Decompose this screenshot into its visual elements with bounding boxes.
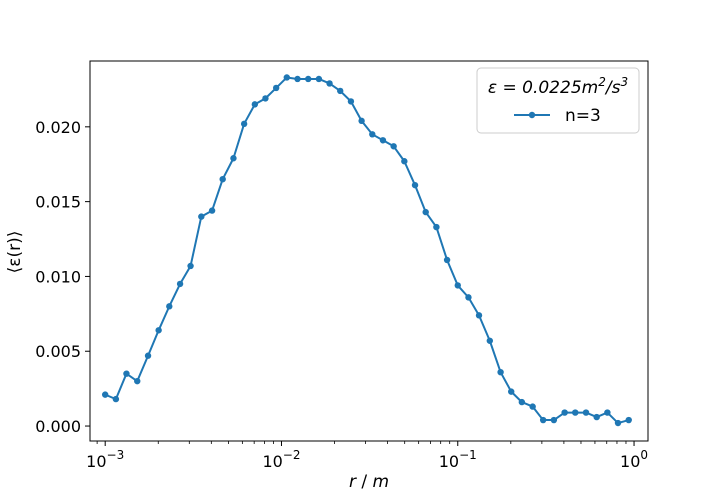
x-tick-label: 100 — [620, 448, 648, 471]
series-layer — [101, 74, 632, 427]
data-point — [593, 413, 600, 421]
y-tick-label: 0.005 — [35, 342, 81, 361]
legend-title: ε = 0.0225m2/s3 — [488, 75, 628, 98]
data-point — [550, 416, 558, 424]
data-point — [294, 75, 301, 83]
data-point — [497, 368, 504, 376]
data-point — [198, 213, 205, 220]
data-point — [604, 409, 611, 416]
y-axis-label: ⟨ε(r)⟩ — [5, 231, 25, 274]
data-point — [326, 80, 333, 87]
data-point — [443, 256, 451, 264]
data-point — [230, 155, 237, 162]
data-point — [208, 207, 216, 214]
legend: ε = 0.0225m2/s3 n=3 — [476, 67, 640, 134]
data-point — [315, 75, 323, 83]
data-point — [486, 337, 494, 344]
data-point — [155, 327, 162, 334]
data-point — [101, 391, 109, 398]
data-point — [465, 294, 472, 301]
data-point — [433, 223, 440, 231]
data-point — [401, 158, 408, 165]
data-point — [337, 87, 344, 95]
axes-frame — [89, 60, 649, 442]
data-point — [187, 262, 194, 270]
data-point — [422, 208, 429, 216]
legend-marker-sample — [528, 111, 536, 119]
axes — [89, 60, 649, 442]
data-point — [347, 98, 355, 105]
x-axis-ticks: 10−3 10−2 10−1 100 — [86, 441, 648, 471]
data-point — [454, 282, 461, 289]
data-point — [112, 395, 120, 403]
data-point — [262, 95, 269, 102]
data-point — [475, 312, 483, 319]
data-point — [614, 419, 622, 427]
legend-box — [476, 67, 640, 134]
data-point — [572, 409, 579, 416]
data-point — [411, 181, 419, 189]
data-point — [305, 75, 312, 83]
data-point — [625, 416, 632, 424]
data-point — [166, 303, 173, 310]
data-point — [144, 352, 152, 359]
data-point — [518, 398, 526, 406]
data-point — [358, 117, 365, 125]
data-point — [219, 175, 226, 183]
data-point — [561, 409, 568, 416]
data-point — [283, 74, 290, 81]
data-point — [582, 409, 590, 416]
legend-entry-label: n=3 — [565, 106, 601, 126]
x-tick-label: 10−2 — [262, 448, 300, 471]
data-point — [379, 137, 387, 144]
y-tick-label: 0.015 — [35, 193, 81, 212]
data-point — [390, 143, 397, 150]
y-tick-label: 0.000 — [35, 417, 81, 436]
x-tick-label: 10−3 — [86, 448, 124, 471]
x-axis-label: r / m — [349, 472, 389, 492]
y-tick-label: 0.010 — [35, 267, 81, 286]
data-point — [369, 131, 376, 138]
data-point — [272, 84, 280, 92]
data-point — [240, 120, 248, 128]
data-point — [176, 280, 184, 288]
y-tick-label: 0.020 — [35, 118, 81, 137]
data-point — [508, 388, 515, 395]
data-point — [529, 403, 536, 410]
data-point — [539, 416, 547, 424]
data-point — [123, 370, 130, 377]
data-point — [134, 377, 141, 385]
x-tick-label: 10−1 — [439, 448, 477, 471]
y-axis-ticks: 0.000 0.005 0.010 0.015 0.020 — [35, 118, 90, 436]
data-point — [251, 101, 259, 108]
